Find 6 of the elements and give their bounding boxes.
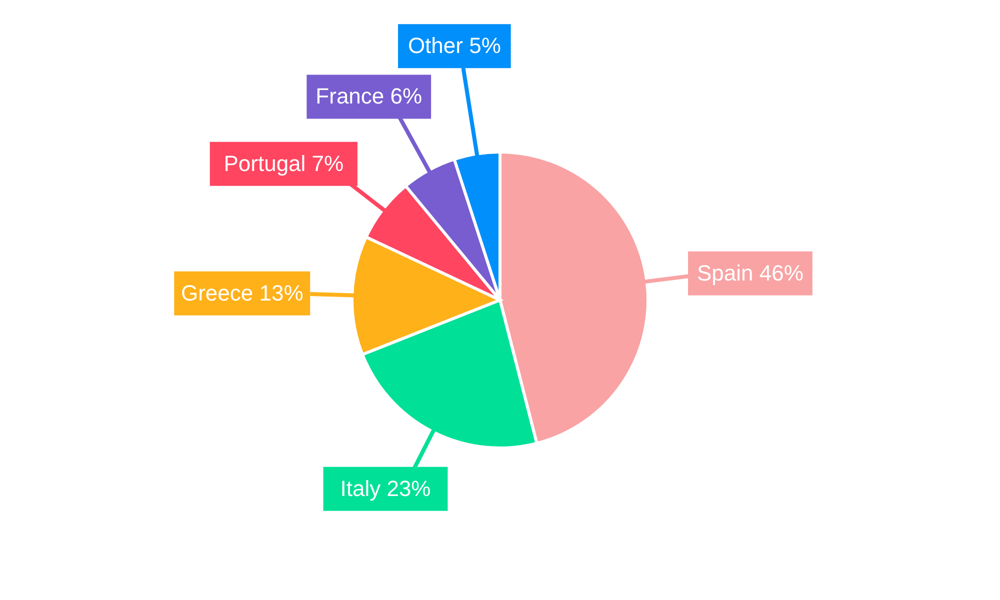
slice-label: Other 5% [408, 33, 501, 58]
slice-label: Spain 46% [697, 260, 804, 286]
slice-label: Portugal 7% [224, 150, 344, 176]
slice-label: France 6% [316, 84, 422, 109]
slice-label: Italy 23% [340, 476, 431, 501]
slice-label: Greece 13% [180, 280, 304, 306]
